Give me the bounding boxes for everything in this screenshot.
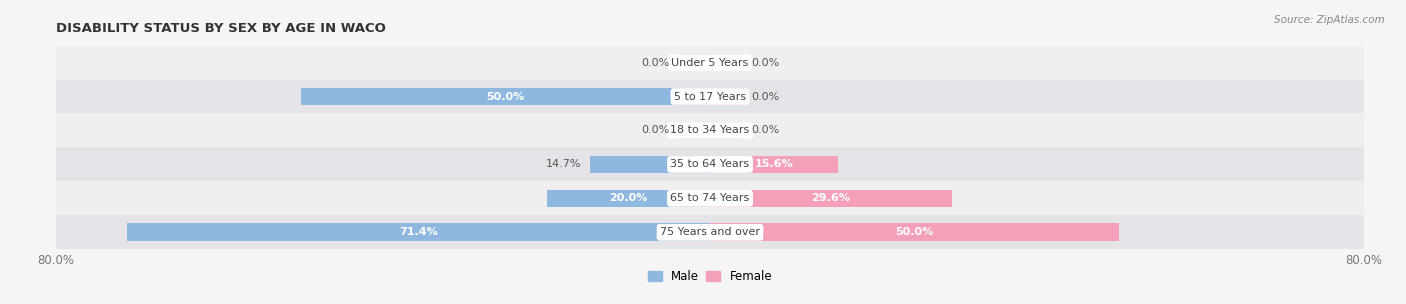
Bar: [127, 223, 710, 241]
Bar: [547, 189, 710, 207]
Bar: [301, 88, 710, 105]
Text: 0.0%: 0.0%: [751, 92, 779, 102]
Text: 0.0%: 0.0%: [641, 57, 669, 67]
Legend: Male, Female: Male, Female: [643, 266, 778, 288]
Text: 5 to 17 Years: 5 to 17 Years: [673, 92, 747, 102]
Text: 20.0%: 20.0%: [609, 193, 648, 203]
Bar: [56, 181, 1364, 215]
Text: DISABILITY STATUS BY SEX BY AGE IN WACO: DISABILITY STATUS BY SEX BY AGE IN WACO: [56, 22, 387, 35]
Bar: [678, 54, 710, 71]
Bar: [56, 46, 1364, 80]
Text: 0.0%: 0.0%: [751, 126, 779, 136]
Text: 29.6%: 29.6%: [811, 193, 851, 203]
Bar: [591, 156, 710, 173]
Bar: [710, 189, 952, 207]
Text: 65 to 74 Years: 65 to 74 Years: [671, 193, 749, 203]
Text: 50.0%: 50.0%: [486, 92, 524, 102]
Text: 18 to 34 Years: 18 to 34 Years: [671, 126, 749, 136]
Bar: [56, 80, 1364, 113]
Text: 0.0%: 0.0%: [641, 126, 669, 136]
Text: 0.0%: 0.0%: [751, 57, 779, 67]
Text: Under 5 Years: Under 5 Years: [672, 57, 748, 67]
Text: 35 to 64 Years: 35 to 64 Years: [671, 159, 749, 169]
Text: 50.0%: 50.0%: [896, 227, 934, 237]
Bar: [678, 122, 710, 139]
Bar: [56, 215, 1364, 249]
Text: 75 Years and over: 75 Years and over: [659, 227, 761, 237]
Bar: [710, 156, 838, 173]
Text: 14.7%: 14.7%: [546, 159, 582, 169]
Bar: [710, 88, 742, 105]
Bar: [710, 122, 742, 139]
Text: Source: ZipAtlas.com: Source: ZipAtlas.com: [1274, 15, 1385, 25]
Bar: [56, 147, 1364, 181]
Text: 71.4%: 71.4%: [399, 227, 437, 237]
Bar: [710, 54, 742, 71]
Bar: [710, 223, 1119, 241]
Bar: [56, 113, 1364, 147]
Text: 15.6%: 15.6%: [755, 159, 793, 169]
